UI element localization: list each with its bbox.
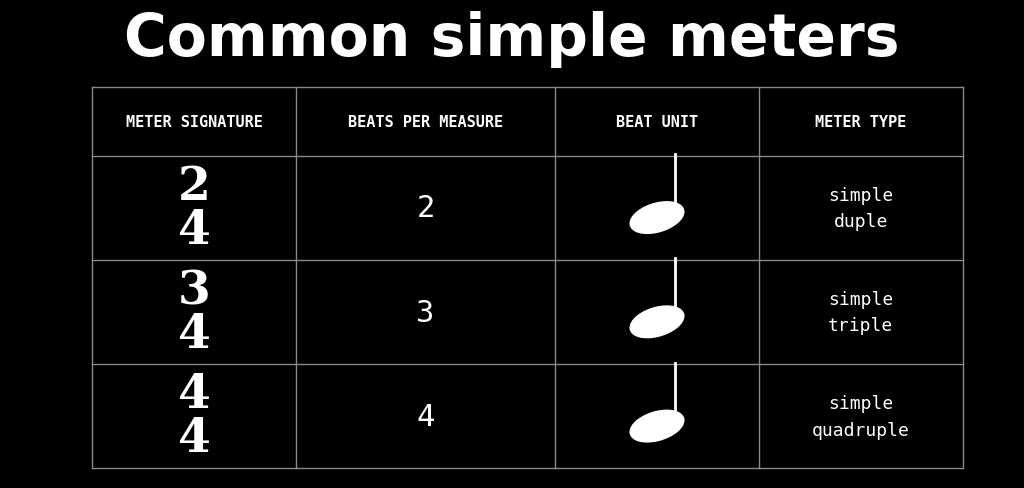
Text: 2: 2 xyxy=(177,163,211,209)
Text: 4: 4 xyxy=(177,371,211,417)
Text: METER SIGNATURE: METER SIGNATURE xyxy=(126,115,262,130)
Text: simple
triple: simple triple xyxy=(828,290,893,335)
Ellipse shape xyxy=(630,410,684,442)
Text: 4: 4 xyxy=(177,415,211,461)
Text: 4: 4 xyxy=(417,402,435,431)
Text: Common simple meters: Common simple meters xyxy=(124,11,900,67)
Text: 2: 2 xyxy=(417,194,435,223)
Text: 3: 3 xyxy=(417,298,435,327)
Text: METER TYPE: METER TYPE xyxy=(815,115,906,130)
Text: 3: 3 xyxy=(177,267,210,313)
Text: simple
quadruple: simple quadruple xyxy=(812,394,909,439)
Text: BEATS PER MEASURE: BEATS PER MEASURE xyxy=(348,115,503,130)
Ellipse shape xyxy=(630,203,684,234)
Text: BEAT UNIT: BEAT UNIT xyxy=(615,115,698,130)
Text: simple
duple: simple duple xyxy=(828,186,893,230)
Text: 4: 4 xyxy=(177,311,211,357)
Text: 4: 4 xyxy=(177,207,211,253)
Ellipse shape xyxy=(630,306,684,338)
